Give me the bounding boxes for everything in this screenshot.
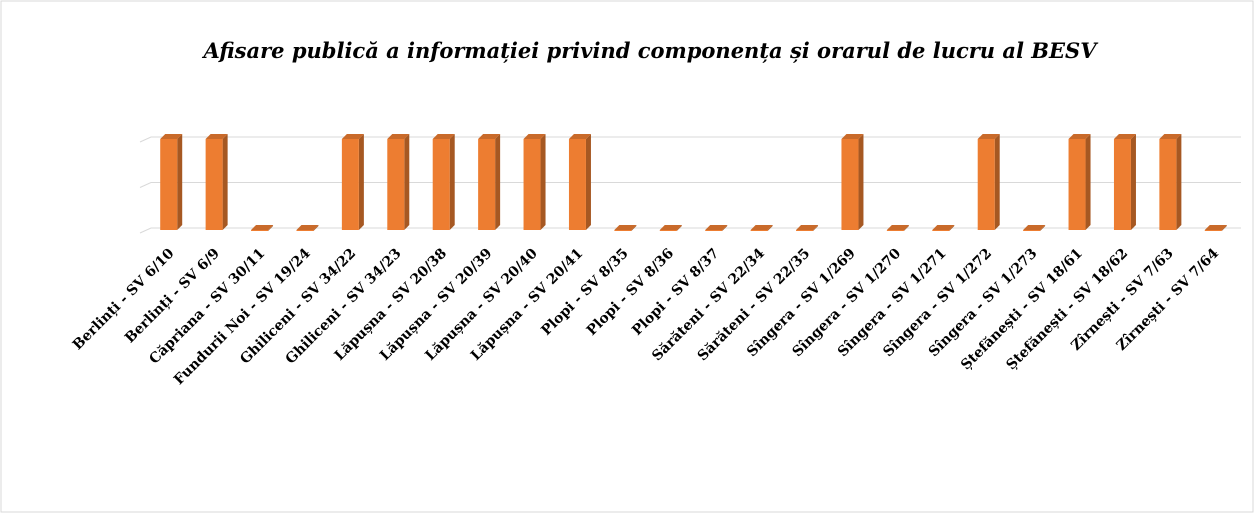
grid-line bbox=[139, 136, 1241, 143]
bar bbox=[432, 139, 450, 230]
bar-top bbox=[932, 225, 955, 230]
bar-side bbox=[358, 134, 364, 230]
bar-top bbox=[1159, 134, 1182, 139]
bar bbox=[750, 230, 768, 231]
bar-side bbox=[1176, 134, 1182, 230]
bar bbox=[932, 230, 950, 231]
bar bbox=[296, 230, 314, 231]
chart-title: Afisare publică a informației privind co… bbox=[201, 38, 1099, 63]
bar-top bbox=[387, 134, 410, 139]
bar-side bbox=[1040, 225, 1046, 231]
bar-side bbox=[449, 134, 455, 230]
bar-side bbox=[313, 225, 319, 231]
bar bbox=[796, 230, 814, 231]
bar bbox=[1159, 139, 1177, 230]
bar-side bbox=[1085, 134, 1091, 230]
bar bbox=[341, 139, 359, 230]
grid-line bbox=[139, 227, 1241, 234]
bar-top bbox=[886, 225, 909, 230]
bar-side bbox=[994, 134, 1000, 230]
bar bbox=[523, 139, 541, 230]
bar bbox=[1068, 139, 1086, 230]
bar-top bbox=[1068, 134, 1091, 139]
bar bbox=[841, 139, 859, 230]
bar bbox=[478, 139, 496, 230]
bar-top bbox=[705, 225, 728, 230]
bar-side bbox=[722, 225, 728, 231]
bar-top bbox=[341, 134, 364, 139]
bar bbox=[705, 230, 723, 231]
bar-side bbox=[1130, 134, 1136, 230]
bar bbox=[977, 139, 995, 230]
bar-top bbox=[750, 225, 773, 230]
bar-side bbox=[903, 225, 909, 231]
bar bbox=[205, 139, 223, 230]
grid-line bbox=[139, 182, 1241, 188]
bar bbox=[568, 139, 586, 230]
bar-top bbox=[977, 134, 1000, 139]
bar bbox=[1113, 139, 1131, 230]
bar bbox=[659, 230, 677, 231]
bar bbox=[251, 230, 269, 231]
bar-top bbox=[614, 225, 637, 230]
bar-top bbox=[478, 134, 501, 139]
bar-side bbox=[177, 134, 183, 230]
bar-top bbox=[160, 134, 183, 139]
bar-top bbox=[205, 134, 228, 139]
bar-side bbox=[540, 134, 546, 230]
bar-top bbox=[568, 134, 591, 139]
bar-top bbox=[296, 225, 319, 230]
bar bbox=[1023, 230, 1041, 231]
bar-side bbox=[404, 134, 410, 230]
bar-top bbox=[659, 225, 682, 230]
bar bbox=[387, 139, 405, 230]
bar-side bbox=[585, 134, 591, 230]
bar-top bbox=[523, 134, 546, 139]
bar-top bbox=[796, 225, 819, 230]
bar-side bbox=[676, 225, 682, 231]
bar-top bbox=[251, 225, 274, 230]
bar-side bbox=[495, 134, 501, 230]
bar bbox=[160, 139, 178, 230]
bar-top bbox=[1113, 134, 1136, 139]
bar bbox=[886, 230, 904, 231]
bar-top bbox=[432, 134, 455, 139]
bar-side bbox=[858, 134, 864, 230]
bar-side bbox=[767, 225, 773, 231]
bar bbox=[1204, 230, 1222, 231]
bar-side bbox=[222, 134, 228, 230]
bar-side bbox=[949, 225, 955, 231]
bar-side bbox=[268, 225, 274, 231]
bar-side bbox=[1221, 225, 1227, 231]
bar-side bbox=[813, 225, 819, 231]
bar-side bbox=[631, 225, 637, 231]
bar-top bbox=[841, 134, 864, 139]
bar-top bbox=[1023, 225, 1046, 230]
bar-top bbox=[1204, 225, 1227, 230]
bar bbox=[614, 230, 632, 231]
